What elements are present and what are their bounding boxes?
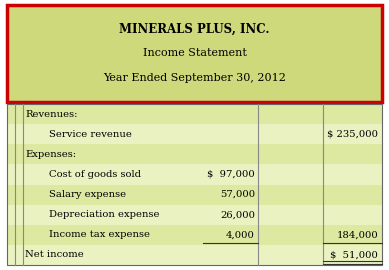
Text: 184,000: 184,000	[336, 230, 378, 239]
Bar	[7, 205, 382, 225]
Bar	[7, 225, 382, 245]
Text: Expenses:: Expenses:	[25, 150, 76, 159]
Text: $  51,000: $ 51,000	[330, 251, 378, 259]
Text: Salary expense: Salary expense	[49, 190, 126, 199]
Bar	[7, 104, 382, 265]
Bar	[7, 144, 382, 164]
Text: Service revenue: Service revenue	[49, 130, 132, 139]
Text: MINERALS PLUS, INC.: MINERALS PLUS, INC.	[119, 23, 270, 36]
Text: Depreciation expense: Depreciation expense	[49, 210, 159, 219]
FancyBboxPatch shape	[7, 5, 382, 102]
Bar	[7, 245, 382, 265]
Bar	[7, 124, 382, 144]
Bar	[7, 184, 382, 205]
Bar	[7, 164, 382, 184]
Text: Year Ended September 30, 2012: Year Ended September 30, 2012	[103, 73, 286, 83]
Text: $ 235,000: $ 235,000	[327, 130, 378, 139]
Text: 57,000: 57,000	[220, 190, 255, 199]
Text: Income tax expense: Income tax expense	[49, 230, 150, 239]
Text: Revenues:: Revenues:	[25, 110, 77, 119]
Text: Income Statement: Income Statement	[142, 49, 247, 59]
Text: 26,000: 26,000	[220, 210, 255, 219]
Text: 4,000: 4,000	[226, 230, 255, 239]
Text: $  97,000: $ 97,000	[207, 170, 255, 179]
Text: Net income: Net income	[25, 251, 84, 259]
Text: Cost of goods sold: Cost of goods sold	[49, 170, 141, 179]
Bar	[7, 104, 382, 124]
